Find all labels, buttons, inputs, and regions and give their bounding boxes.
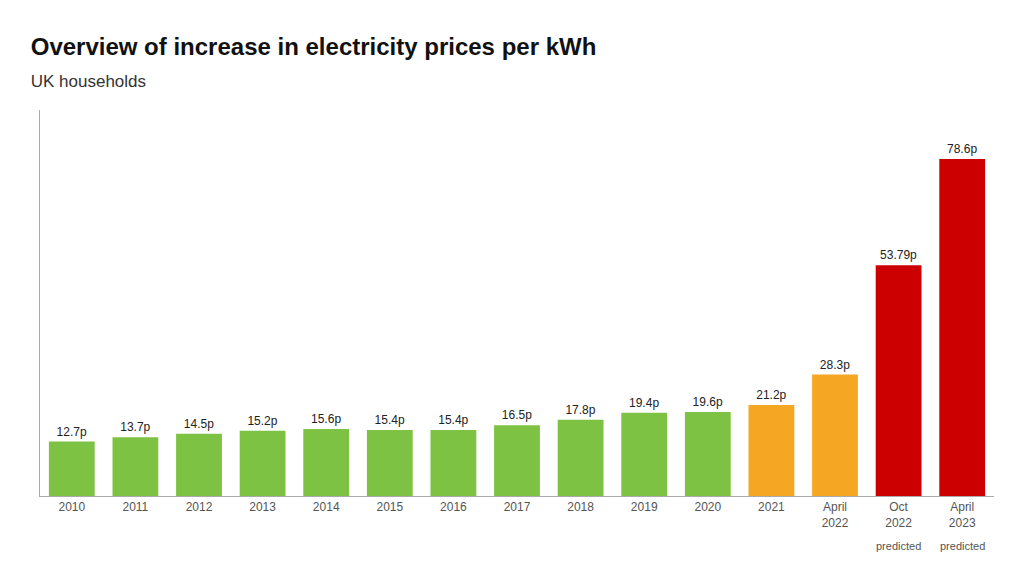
svg-text:2018: 2018: [567, 500, 594, 514]
svg-text:78.6p: 78.6p: [947, 142, 977, 156]
svg-text:2013: 2013: [249, 500, 276, 514]
svg-text:Overview of increase in electr: Overview of increase in electricity pric…: [31, 33, 597, 60]
svg-text:12.7p: 12.7p: [57, 425, 87, 439]
svg-text:28.3p: 28.3p: [820, 358, 850, 372]
svg-text:2010: 2010: [58, 500, 85, 514]
svg-text:19.6p: 19.6p: [693, 395, 723, 409]
svg-text:predicted: predicted: [940, 540, 985, 552]
svg-text:21.2p: 21.2p: [756, 388, 786, 402]
svg-text:2019: 2019: [631, 500, 658, 514]
svg-text:April2023: April2023: [949, 500, 976, 530]
svg-text:15.2p: 15.2p: [247, 414, 277, 428]
svg-text:2016: 2016: [440, 500, 467, 514]
svg-text:14.5p: 14.5p: [184, 417, 214, 431]
svg-text:2014: 2014: [313, 500, 340, 514]
svg-text:2011: 2011: [122, 500, 148, 514]
svg-text:13.7p: 13.7p: [120, 420, 150, 434]
svg-text:2012: 2012: [186, 500, 213, 514]
svg-text:16.5p: 16.5p: [502, 408, 532, 422]
svg-text:2015: 2015: [376, 500, 403, 514]
svg-text:Oct2022: Oct2022: [885, 500, 912, 530]
svg-text:UK households: UK households: [31, 72, 146, 91]
svg-text:15.6p: 15.6p: [311, 412, 341, 426]
svg-text:19.4p: 19.4p: [629, 396, 659, 410]
svg-text:15.4p: 15.4p: [438, 413, 468, 427]
svg-text:17.8p: 17.8p: [565, 403, 595, 417]
svg-text:53.79p: 53.79p: [880, 248, 917, 262]
svg-text:2017: 2017: [504, 500, 531, 514]
svg-text:15.4p: 15.4p: [375, 413, 405, 427]
svg-text:predicted: predicted: [876, 540, 921, 552]
svg-text:2020: 2020: [694, 500, 721, 514]
svg-text:2021: 2021: [758, 500, 785, 514]
svg-text:April2022: April2022: [822, 500, 849, 530]
